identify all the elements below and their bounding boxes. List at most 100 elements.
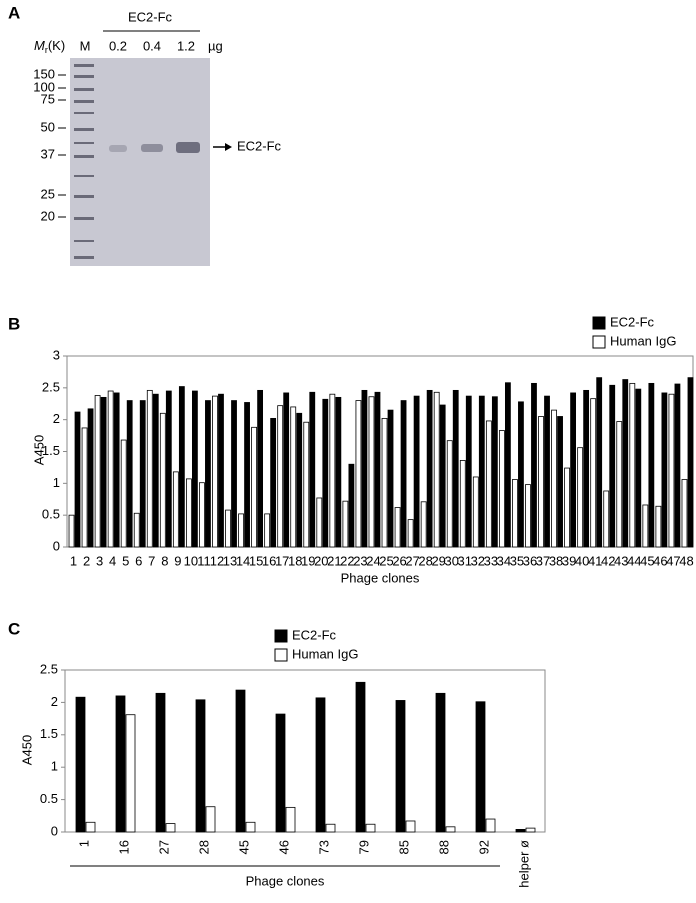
bar xyxy=(329,393,336,548)
bar xyxy=(435,692,446,833)
bar xyxy=(583,389,590,548)
bar xyxy=(445,826,456,833)
marker-label: 100 xyxy=(33,79,55,94)
lane-unit: µg xyxy=(208,38,223,53)
x-tick-label: 37 xyxy=(536,553,550,568)
bar xyxy=(374,391,381,548)
bar xyxy=(322,398,329,548)
bar xyxy=(355,681,366,833)
bar xyxy=(512,479,518,548)
bar xyxy=(355,400,362,548)
bar xyxy=(491,396,498,548)
bar xyxy=(185,478,192,548)
bar xyxy=(315,697,326,833)
y-tick-label: 0 xyxy=(51,823,58,838)
y-tick-label: 1 xyxy=(51,759,58,774)
bar xyxy=(635,388,642,548)
bar xyxy=(309,391,316,548)
bar xyxy=(365,823,376,833)
x-tick-label: 11 xyxy=(197,553,211,568)
x-tick-label: 14 xyxy=(236,553,250,568)
bar xyxy=(303,421,310,548)
bar xyxy=(133,512,140,548)
x-tick-label: 24 xyxy=(366,553,380,568)
bar xyxy=(100,396,107,548)
x-tick-label: 28 xyxy=(418,553,432,568)
x-tick-label: 28 xyxy=(196,840,211,854)
bar xyxy=(152,393,159,548)
bar xyxy=(172,471,179,548)
band xyxy=(176,142,200,153)
legend-label: EC2-Fc xyxy=(610,314,655,329)
x-tick-label: 79 xyxy=(356,840,371,854)
bar xyxy=(205,806,216,833)
bar xyxy=(165,390,172,548)
bar xyxy=(74,411,81,548)
x-tick-label: 45 xyxy=(640,553,654,568)
bar xyxy=(475,701,486,833)
x-tick-label: 25 xyxy=(379,553,393,568)
legend-swatch xyxy=(274,648,288,662)
bar xyxy=(191,390,198,548)
y-tick-label: 1.5 xyxy=(42,443,60,458)
x-tick-label: 16 xyxy=(262,553,276,568)
y-tick-label: 0 xyxy=(53,538,60,553)
mr-label: Mr(K) xyxy=(34,38,65,55)
x-tick-label: 36 xyxy=(523,553,537,568)
gel-header: EC2-Fc xyxy=(128,9,173,24)
x-tick-label: 15 xyxy=(249,553,263,568)
x-tick-label: 39 xyxy=(562,553,576,568)
bar xyxy=(199,482,205,548)
bar xyxy=(400,400,407,548)
x-tick-label: 29 xyxy=(431,553,445,568)
bar xyxy=(335,396,342,548)
bar xyxy=(531,382,537,548)
x-tick-label: 73 xyxy=(316,840,331,854)
bar xyxy=(577,447,584,548)
bar xyxy=(115,695,126,833)
x-tick-label: 30 xyxy=(444,553,458,568)
bar xyxy=(459,460,466,548)
bar xyxy=(277,405,284,548)
bar xyxy=(212,395,218,548)
x-tick-label: 41 xyxy=(588,553,602,568)
bar xyxy=(609,384,616,548)
bar xyxy=(687,377,694,548)
bar xyxy=(87,408,94,548)
bar xyxy=(655,505,662,548)
mr-sub: r xyxy=(45,45,48,55)
bar xyxy=(146,389,153,548)
bar xyxy=(616,421,623,548)
bar xyxy=(551,409,557,548)
bar xyxy=(275,713,286,833)
band xyxy=(141,144,163,152)
bar xyxy=(205,400,211,548)
bar xyxy=(590,398,597,548)
bar xyxy=(629,382,636,548)
panel-label: C xyxy=(8,619,20,638)
x-tick-label: 6 xyxy=(135,553,142,568)
lane-label: 0.2 xyxy=(109,38,127,53)
x-tick-label: 1 xyxy=(70,553,77,568)
bar xyxy=(668,393,675,548)
legend-label: Human IgG xyxy=(610,333,676,348)
bar xyxy=(238,513,244,548)
bar xyxy=(218,393,224,548)
x-axis-title: Phage clones xyxy=(341,570,420,585)
x-tick-label: 26 xyxy=(392,553,406,568)
bar xyxy=(316,497,323,548)
arrow-head xyxy=(225,143,232,151)
x-tick-label: 27 xyxy=(405,553,419,568)
bar xyxy=(544,395,550,548)
x-tick-label: 8 xyxy=(161,553,168,568)
x-tick-label: 45 xyxy=(236,840,251,854)
bar xyxy=(642,504,649,548)
x-tick-label: 44 xyxy=(627,553,641,568)
bar xyxy=(478,395,485,548)
bar xyxy=(674,383,681,548)
x-tick-label: 38 xyxy=(549,553,563,568)
x-tick-label: 85 xyxy=(396,840,411,854)
x-tick-label: 19 xyxy=(301,553,315,568)
y-tick-label: 0.5 xyxy=(40,791,58,806)
x-tick-label: 23 xyxy=(353,553,367,568)
